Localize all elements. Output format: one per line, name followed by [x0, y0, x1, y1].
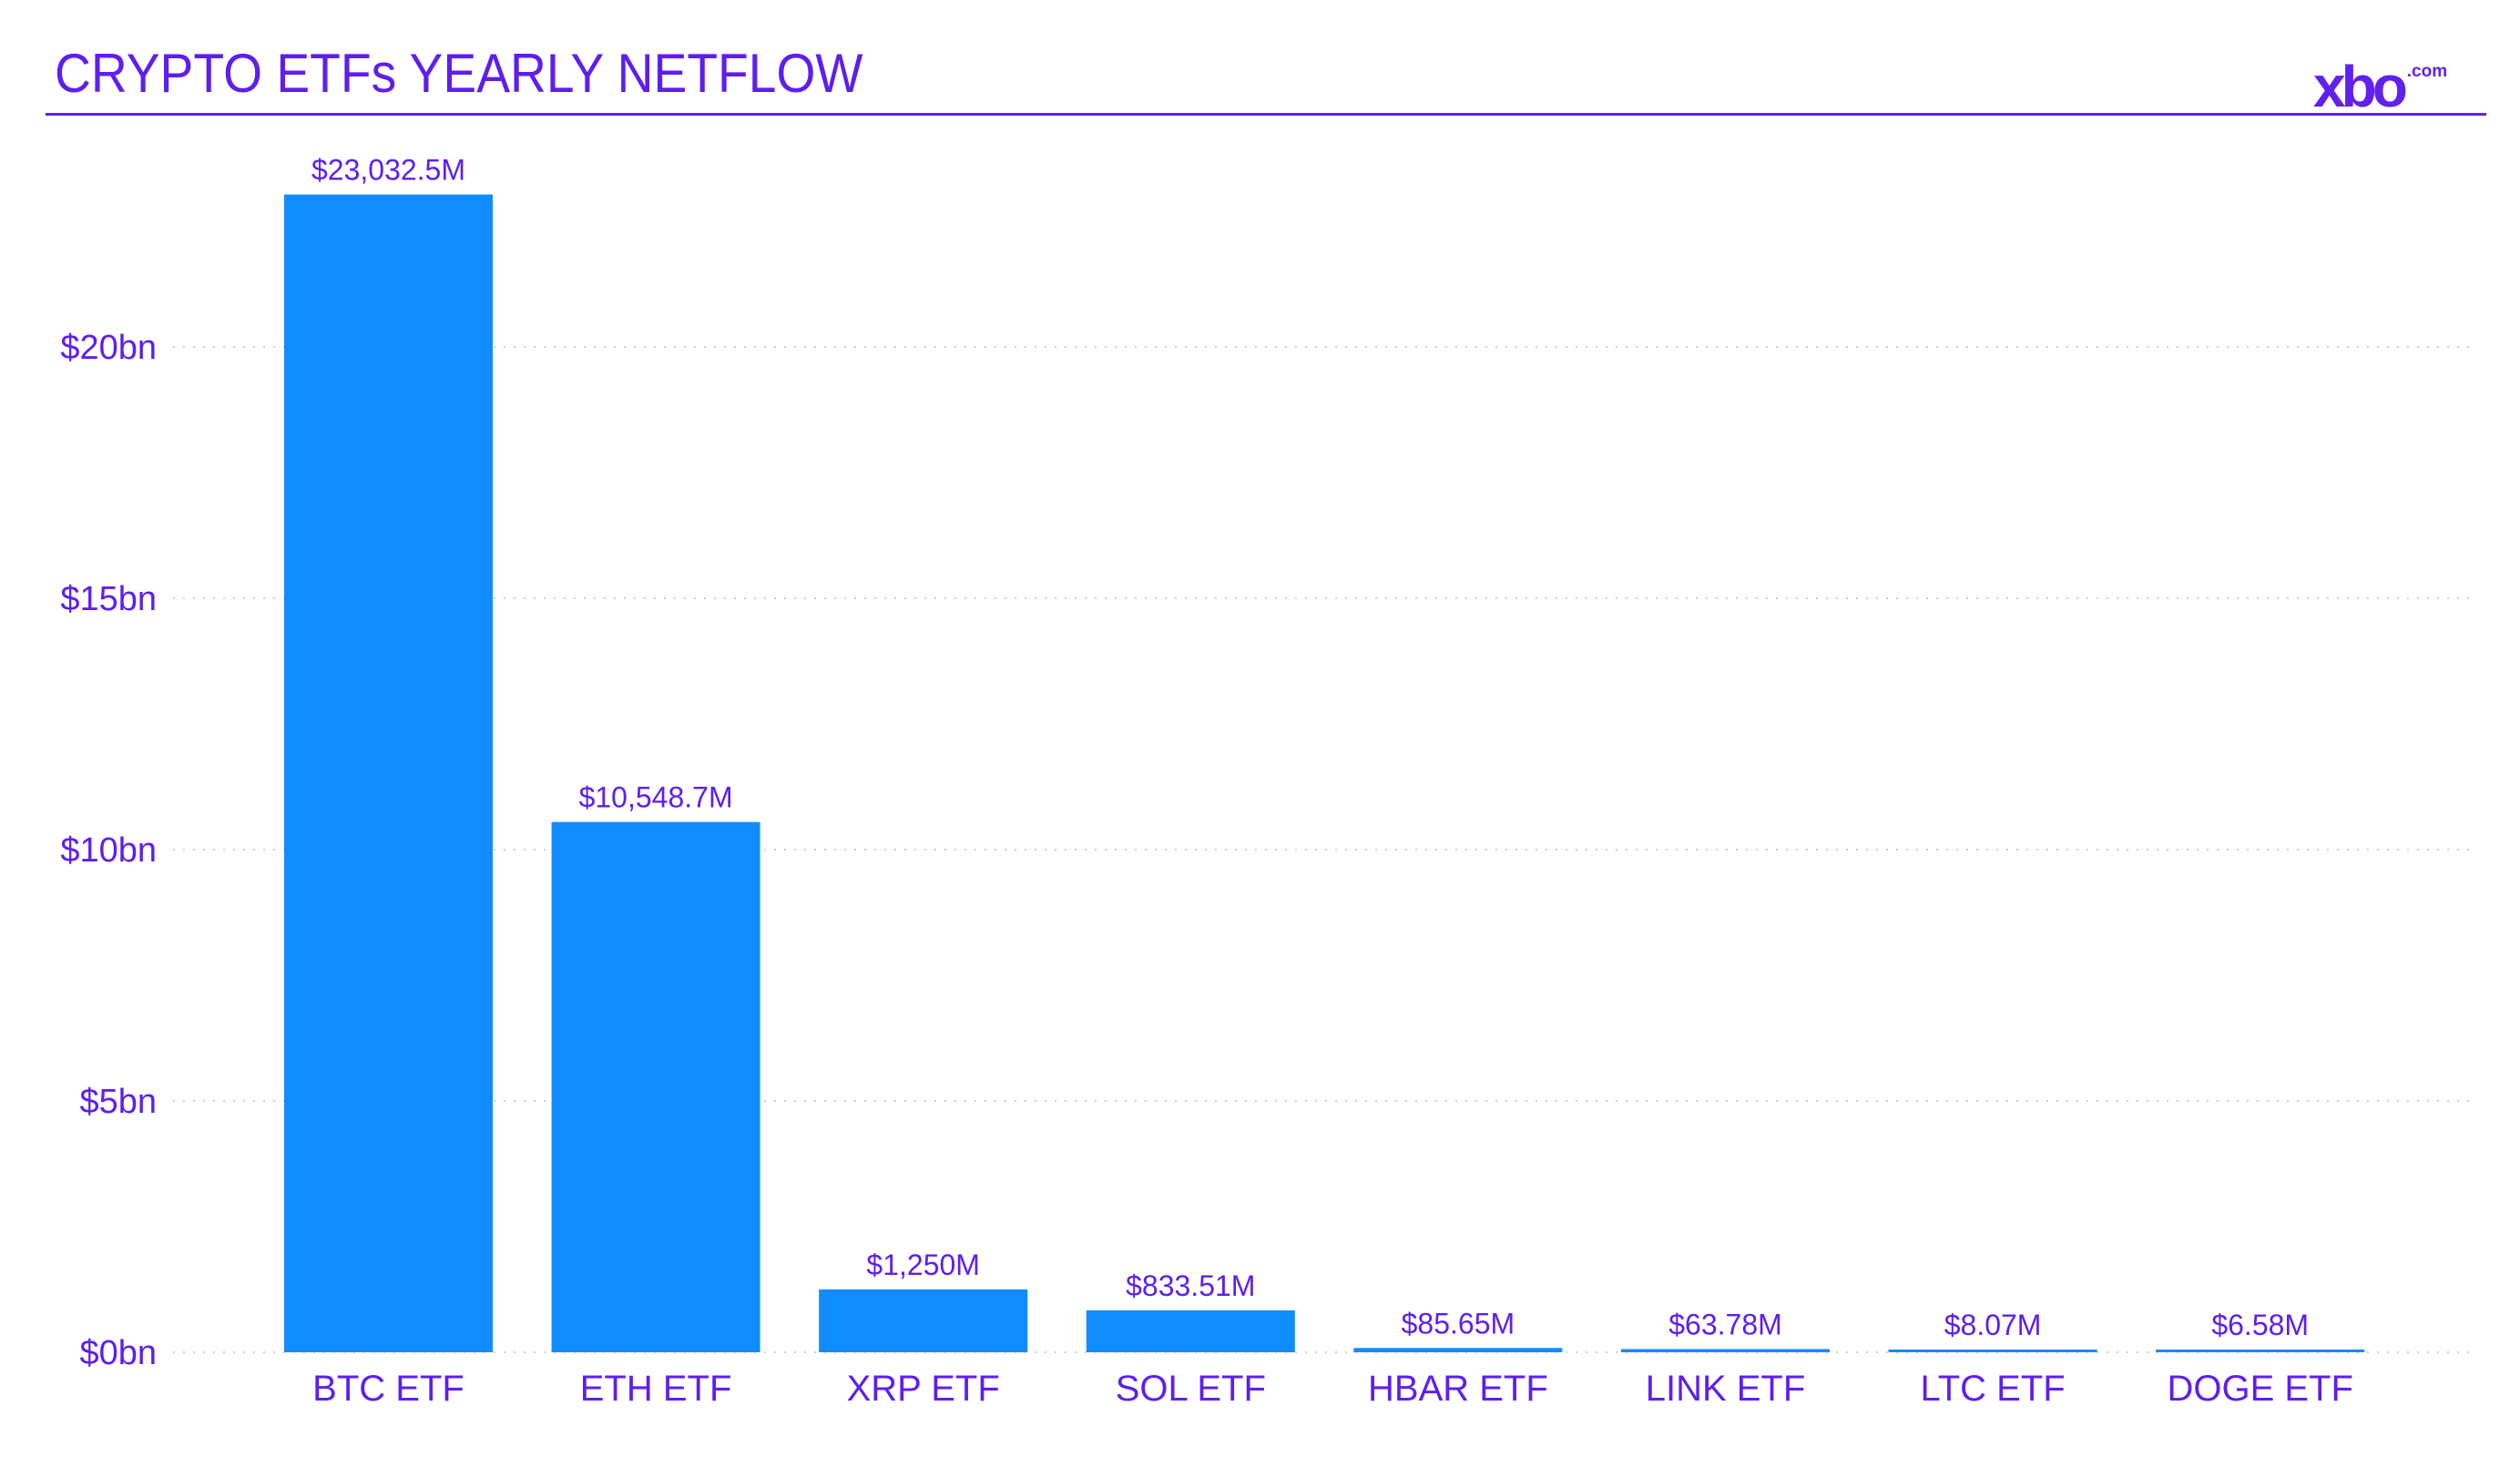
logo-domain: .com	[2406, 62, 2448, 81]
x-tick-label: XRP ETF	[847, 1369, 1000, 1409]
xbo-logo: xbo .com	[2313, 53, 2447, 120]
x-tick-label: HBAR ETF	[1368, 1369, 1548, 1409]
data-label: $6.58M	[2211, 1309, 2309, 1341]
data-label: $1,250M	[866, 1248, 980, 1281]
y-tick-label: $20bn	[60, 329, 157, 367]
y-tick-label: $5bn	[79, 1083, 157, 1121]
data-labels: $23,032.5M $10,548.7M $1,250M $833.51M $85.6…	[311, 154, 2309, 1341]
x-tick-label: SOL ETF	[1116, 1369, 1266, 1409]
data-label: $85.65M	[1402, 1307, 1515, 1340]
data-label: $63.78M	[1668, 1308, 1782, 1340]
title-divider	[46, 113, 2486, 116]
bar-sol-etf	[1086, 1309, 1295, 1352]
data-label: $8.07M	[1944, 1309, 2042, 1341]
x-axis-labels: BTC ETF ETH ETF XRP ETF SOL ETF HBAR ETF LINK…	[312, 1369, 2353, 1409]
bar-ltc-etf	[1888, 1350, 2097, 1352]
x-tick-label: LTC ETF	[1920, 1369, 2065, 1409]
bar-eth-etf	[551, 821, 760, 1352]
y-tick-label: $0bn	[79, 1334, 157, 1372]
bar-hbar-etf	[1353, 1348, 1563, 1352]
logo-main: xbo	[2313, 54, 2408, 119]
bar-doge-etf	[2156, 1350, 2365, 1352]
bar-xrp-etf	[819, 1289, 1028, 1352]
y-axis-ticks: $0bn $5bn $10bn $15bn $20bn	[60, 329, 157, 1372]
chart-title: CRYPTO ETFs YEARLY NETFLOW	[55, 43, 863, 104]
data-label: $833.51M	[1126, 1269, 1255, 1302]
y-tick-label: $10bn	[60, 831, 157, 870]
gridlines	[173, 346, 2477, 1353]
bar-link-etf	[1621, 1349, 1830, 1352]
x-tick-label: BTC ETF	[312, 1369, 464, 1409]
x-tick-label: ETH ETF	[580, 1369, 732, 1409]
bars	[284, 194, 2365, 1353]
data-label: $10,548.7M	[579, 781, 733, 814]
bar-btc-etf	[284, 194, 493, 1353]
y-tick-label: $15bn	[60, 580, 157, 618]
data-label: $23,032.5M	[311, 154, 465, 187]
x-tick-label: LINK ETF	[1646, 1369, 1806, 1409]
x-tick-label: DOGE ETF	[2167, 1369, 2352, 1409]
